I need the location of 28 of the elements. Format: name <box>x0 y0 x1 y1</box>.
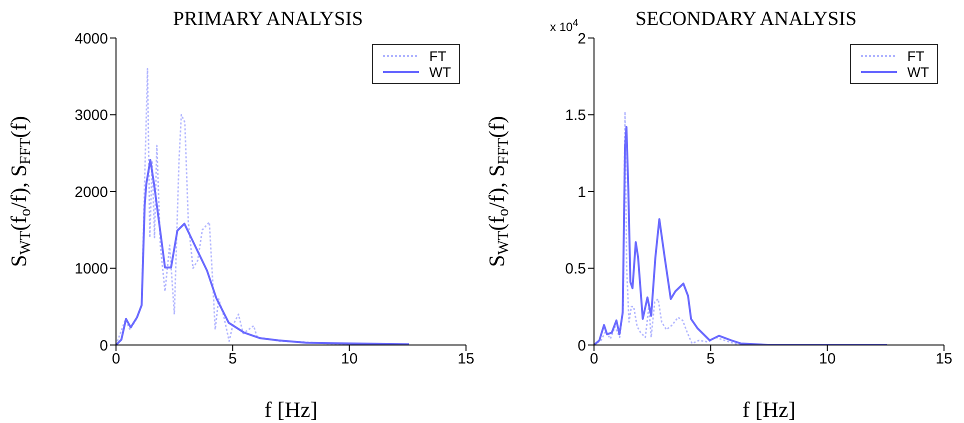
y-tick-label: 0.5 <box>565 260 586 278</box>
y-tick-label: 4000 <box>74 30 108 48</box>
y-tick-label: 0 <box>578 337 586 354</box>
x-tick-label: 5 <box>706 350 715 368</box>
legend-label: WT <box>907 64 929 80</box>
x-tick-label: 15 <box>458 350 474 368</box>
x-tick-label: 5 <box>228 350 237 368</box>
chart-title: PRIMARY ANALYSIS <box>172 8 364 30</box>
legend-label: FT <box>429 48 446 64</box>
x-tick-label: 0 <box>590 350 598 368</box>
y-tick-label: 1000 <box>74 260 108 278</box>
legend-label: FT <box>907 48 924 64</box>
y-tick-label: 3000 <box>74 107 108 124</box>
legend-label: WT <box>429 64 451 80</box>
chart-title: SECONDARY ANALYSIS <box>635 8 857 30</box>
line-series <box>116 159 410 345</box>
text: x 10$^{4}$ <box>550 18 578 34</box>
y-tick-label: 1.5 <box>565 107 586 124</box>
x-tick-label: 10 <box>818 350 836 368</box>
y-tick-label: 2 <box>578 30 586 48</box>
y-tick-label: 1 <box>578 184 586 201</box>
y-tick-label: 0 <box>100 337 108 354</box>
x-axis-title: f [Hz] <box>264 397 318 422</box>
x-tick-label: 0 <box>112 350 120 368</box>
x-tick-label: 15 <box>936 350 952 368</box>
y-tick-label: 2000 <box>74 184 108 201</box>
x-tick-label: 10 <box>340 350 358 368</box>
x-axis-title: f [Hz] <box>742 397 796 422</box>
